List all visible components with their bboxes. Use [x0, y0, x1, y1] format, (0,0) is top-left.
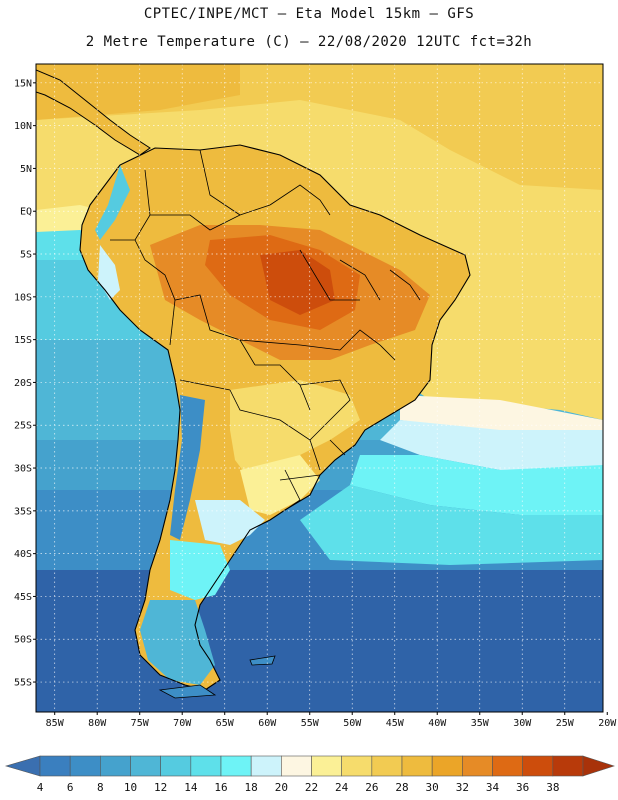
lat-label: 10N: [14, 121, 32, 132]
temperature-map: 15N 10N 5N EQ 5S 10S 15S 20S 25S 30S 35S 40S 45S 50S 5…: [14, 63, 617, 729]
colorbar-label: 24: [335, 781, 349, 794]
lon-label: 20W: [598, 718, 617, 729]
colorbar-cell: [341, 755, 373, 777]
colorbar-cell: [522, 755, 554, 777]
lat-label: 30S: [14, 464, 32, 475]
colorbar-cell: [130, 755, 161, 777]
colorbar-cell: [250, 755, 282, 777]
colorbar-cell: [160, 755, 192, 777]
lon-label: 40W: [428, 718, 447, 729]
lon-label: 55W: [301, 718, 320, 729]
colorbar-over-arrow: [582, 755, 615, 777]
lon-label: 45W: [386, 718, 405, 729]
colorbar-label: 38: [546, 781, 559, 794]
colorbar-cell: [552, 755, 584, 777]
colorbar-label: 8: [97, 781, 104, 794]
lat-label: 5N: [20, 164, 32, 175]
colorbar-label: 30: [426, 781, 439, 794]
lat-label: 10S: [14, 292, 32, 303]
colorbar: 4 6 8 10 12 14 16 18 20 22 24 26 28 30 32 34 36 38: [4, 755, 615, 794]
lat-label: 15N: [14, 78, 32, 89]
lat-label: 25S: [14, 421, 32, 432]
lat-label: 35S: [14, 506, 32, 517]
lon-label: 85W: [46, 718, 65, 729]
colorbar-label: 16: [214, 781, 227, 794]
lat-label: 40S: [14, 549, 32, 560]
colorbar-cell: [281, 755, 312, 777]
lon-label: 60W: [258, 718, 277, 729]
colorbar-cell: [311, 755, 342, 777]
lon-label: 50W: [343, 718, 362, 729]
colorbar-label: 34: [486, 781, 500, 794]
colorbar-cell: [39, 755, 71, 777]
lat-label: 5S: [20, 250, 32, 261]
lon-label: 75W: [131, 718, 150, 729]
lat-label: 45S: [14, 592, 32, 603]
lon-label: 35W: [471, 718, 490, 729]
colorbar-cell: [220, 755, 252, 777]
colorbar-label: 4: [37, 781, 44, 794]
lat-label: 15S: [14, 335, 32, 346]
colorbar-cell: [492, 755, 523, 777]
colorbar-label: 20: [275, 781, 288, 794]
lon-label: 80W: [88, 718, 107, 729]
map-field: [36, 64, 603, 712]
coastline: [79, 144, 471, 691]
colorbar-label: 26: [365, 781, 378, 794]
colorbar-under-arrow: [4, 755, 41, 777]
colorbar-label: 6: [67, 781, 74, 794]
colorbar-label: 14: [184, 781, 198, 794]
colorbar-label: 18: [245, 781, 258, 794]
map-title: CPTEC/INPE/MCT – Eta Model 15km – GFS: [143, 6, 475, 22]
colorbar-label: 12: [154, 781, 167, 794]
colorbar-cell: [190, 755, 222, 777]
colorbar-cell: [401, 755, 433, 777]
colorbar-label: 32: [456, 781, 469, 794]
colorbar-cell: [431, 755, 463, 777]
map-subtitle: 2 Metre Temperature (C) – 22/08/2020 12U…: [85, 34, 533, 50]
lon-label: 25W: [556, 718, 575, 729]
colorbar-label: 22: [305, 781, 318, 794]
lon-label: 30W: [513, 718, 532, 729]
colorbar-label: 36: [516, 781, 529, 794]
colorbar-label: 10: [124, 781, 137, 794]
lat-label: 55S: [14, 678, 32, 689]
axis-ticks: 15N 10N 5N EQ 5S 10S 15S 20S 25S 30S 35S 40S 45S 50S 5…: [14, 78, 617, 729]
lon-label: 70W: [173, 718, 192, 729]
colorbar-cell: [371, 755, 403, 777]
lat-label: 50S: [14, 635, 32, 646]
colorbar-label: 28: [395, 781, 408, 794]
colorbar-cell: [69, 755, 101, 777]
colorbar-cell: [462, 755, 493, 777]
lat-label: 20S: [14, 378, 32, 389]
colorbar-cell: [100, 755, 131, 777]
lon-label: 65W: [216, 718, 235, 729]
lat-label: EQ: [20, 207, 32, 218]
